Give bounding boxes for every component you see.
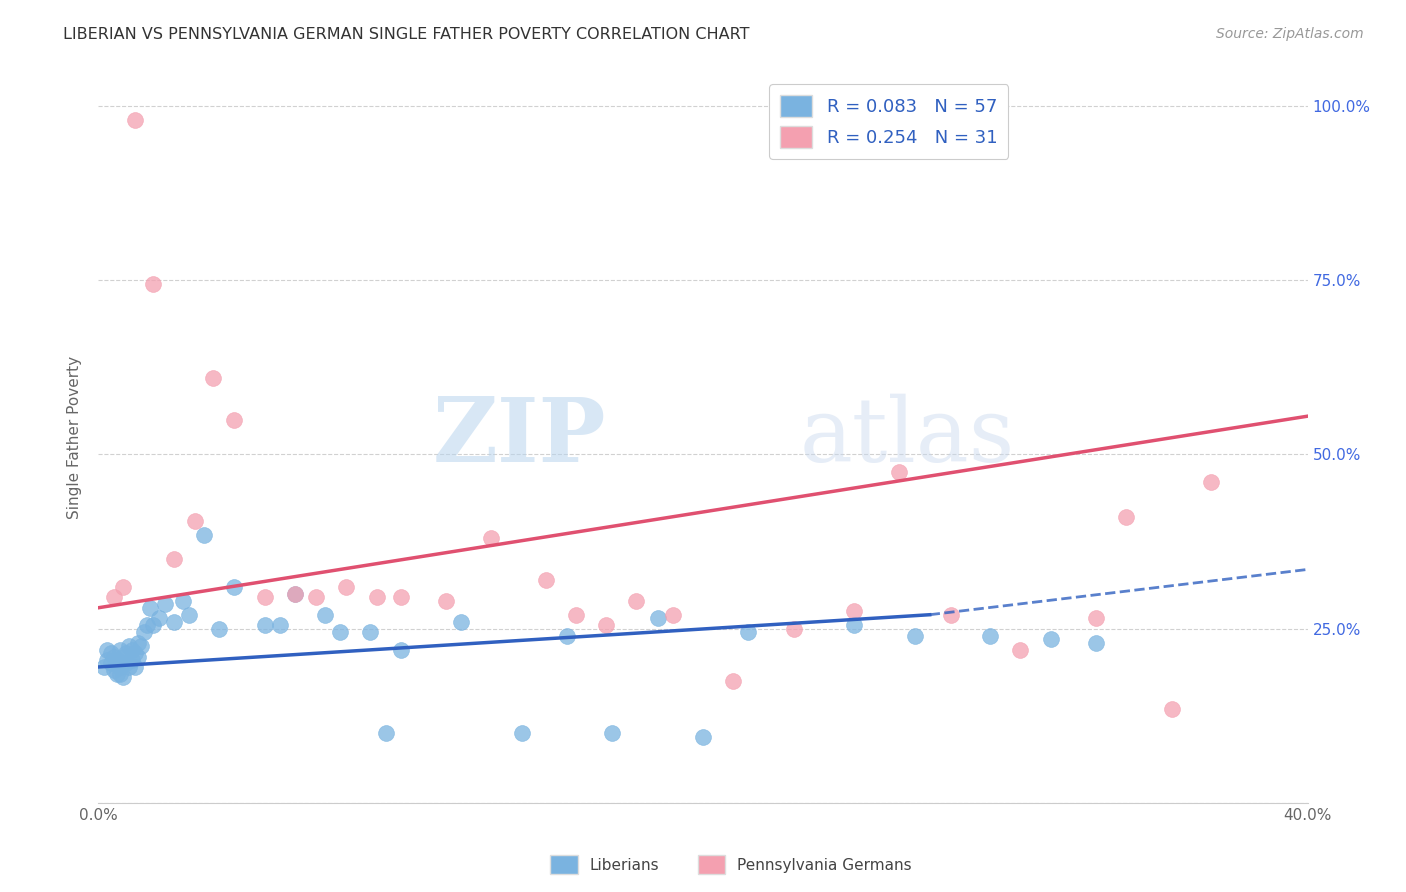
- Point: [118, 660, 141, 674]
- Point: [111, 670, 134, 684]
- Text: ZIP: ZIP: [433, 393, 606, 481]
- Point: [148, 611, 170, 625]
- Point: [647, 611, 669, 625]
- Point: [108, 642, 131, 657]
- Point: [124, 646, 146, 660]
- Point: [132, 625, 155, 640]
- Point: [692, 730, 714, 744]
- Text: atlas: atlas: [800, 393, 1015, 481]
- Point: [1085, 635, 1108, 649]
- Legend: R = 0.083   N = 57, R = 0.254   N = 31: R = 0.083 N = 57, R = 0.254 N = 31: [769, 84, 1008, 159]
- Point: [124, 113, 146, 128]
- Point: [510, 726, 533, 740]
- Point: [979, 629, 1001, 643]
- Point: [534, 573, 557, 587]
- Point: [284, 587, 307, 601]
- Point: [1039, 632, 1062, 646]
- Point: [172, 594, 194, 608]
- Point: [111, 580, 134, 594]
- Point: [269, 618, 291, 632]
- Point: [284, 587, 307, 601]
- Point: [103, 649, 125, 664]
- Point: [626, 594, 648, 608]
- Point: [139, 600, 162, 615]
- Point: [374, 726, 396, 740]
- Point: [105, 667, 128, 681]
- Point: [224, 412, 246, 426]
- Text: Source: ZipAtlas.com: Source: ZipAtlas.com: [1216, 27, 1364, 41]
- Point: [142, 277, 165, 291]
- Point: [105, 653, 128, 667]
- Point: [329, 625, 352, 640]
- Point: [434, 594, 457, 608]
- Point: [253, 618, 276, 632]
- Point: [565, 607, 588, 622]
- Point: [335, 580, 357, 594]
- Point: [939, 607, 962, 622]
- Point: [108, 660, 131, 674]
- Point: [595, 618, 617, 632]
- Point: [103, 664, 125, 678]
- Point: [100, 646, 122, 660]
- Point: [103, 591, 125, 605]
- Point: [202, 371, 225, 385]
- Point: [93, 660, 115, 674]
- Point: [153, 597, 176, 611]
- Point: [163, 615, 186, 629]
- Point: [118, 639, 141, 653]
- Point: [253, 591, 276, 605]
- Point: [111, 649, 134, 664]
- Point: [844, 604, 866, 618]
- Point: [124, 660, 146, 674]
- Point: [135, 618, 157, 632]
- Point: [305, 591, 328, 605]
- Point: [314, 607, 336, 622]
- Point: [360, 625, 382, 640]
- Point: [127, 635, 149, 649]
- Point: [389, 642, 412, 657]
- Point: [555, 629, 578, 643]
- Point: [96, 642, 118, 657]
- Point: [889, 465, 911, 479]
- Point: [389, 591, 412, 605]
- Point: [481, 531, 503, 545]
- Point: [1160, 702, 1182, 716]
- Point: [208, 622, 231, 636]
- Point: [121, 642, 143, 657]
- Point: [114, 646, 136, 660]
- Point: [783, 622, 806, 636]
- Point: [366, 591, 388, 605]
- Legend: Liberians, Pennsylvania Germans: Liberians, Pennsylvania Germans: [544, 849, 918, 880]
- Point: [142, 618, 165, 632]
- Point: [114, 657, 136, 671]
- Point: [661, 607, 683, 622]
- Point: [1010, 642, 1032, 657]
- Point: [450, 615, 472, 629]
- Point: [163, 552, 186, 566]
- Point: [184, 514, 207, 528]
- Point: [193, 527, 215, 541]
- Y-axis label: Single Father Poverty: Single Father Poverty: [67, 356, 83, 518]
- Text: LIBERIAN VS PENNSYLVANIA GERMAN SINGLE FATHER POVERTY CORRELATION CHART: LIBERIAN VS PENNSYLVANIA GERMAN SINGLE F…: [63, 27, 749, 42]
- Point: [723, 673, 745, 688]
- Point: [179, 607, 201, 622]
- Point: [127, 649, 149, 664]
- Point: [1085, 611, 1108, 625]
- Point: [96, 653, 118, 667]
- Point: [129, 639, 152, 653]
- Point: [602, 726, 624, 740]
- Point: [904, 629, 927, 643]
- Point: [224, 580, 246, 594]
- Point: [1115, 510, 1137, 524]
- Point: [844, 618, 866, 632]
- Point: [121, 653, 143, 667]
- Point: [737, 625, 759, 640]
- Point: [100, 657, 122, 671]
- Point: [1199, 475, 1222, 490]
- Point: [108, 667, 131, 681]
